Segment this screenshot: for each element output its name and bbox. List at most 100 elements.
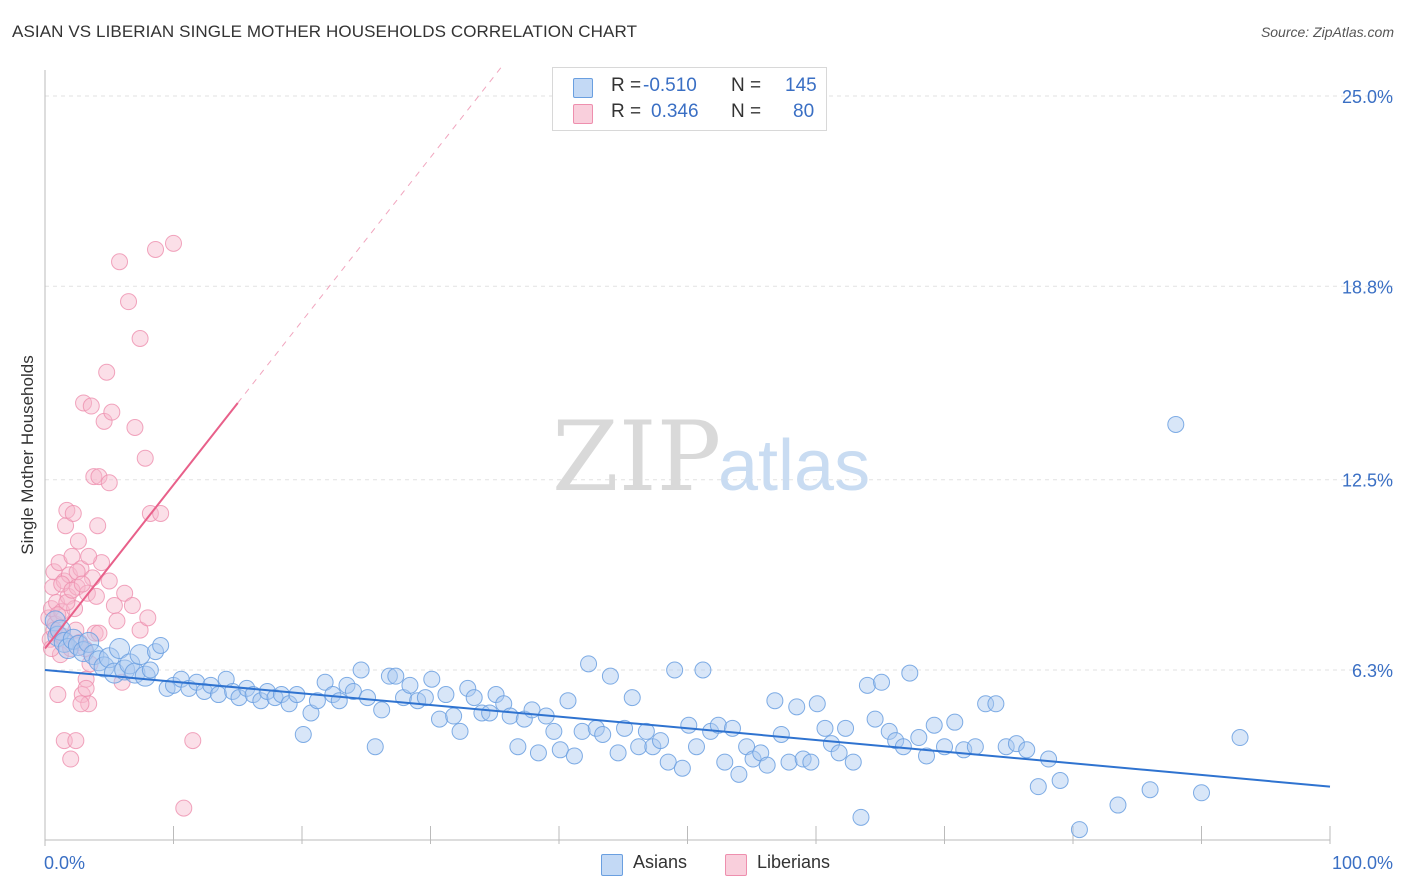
asian-point [459, 679, 477, 697]
liberians-trend-line [44, 402, 239, 650]
asian-point [1018, 741, 1036, 759]
asian-point [1109, 796, 1127, 814]
asian-point [772, 725, 790, 743]
liberian-point [53, 575, 71, 593]
liberian-point [67, 732, 85, 750]
asian-point [630, 738, 648, 756]
liberian-point [136, 449, 154, 467]
y-axis-label: Single Mother Households [18, 355, 37, 555]
asian-point [344, 682, 362, 700]
y-tick-label: 6.3% [1352, 661, 1393, 681]
liberians-points [40, 234, 202, 817]
asian-point [1141, 781, 1159, 799]
asian-point [387, 667, 405, 685]
x-tick-label: 100.0% [1332, 853, 1393, 873]
asian-point [565, 747, 583, 765]
liberian-point [63, 581, 81, 599]
legend-swatch-liberians [573, 104, 593, 124]
legend-n-value: 80 [793, 101, 815, 122]
legend-r-label: R = [611, 75, 642, 96]
asian-point [723, 719, 741, 737]
asian-point [659, 753, 677, 771]
asian-point [294, 725, 312, 743]
asian-point [1029, 778, 1047, 796]
liberian-point [77, 679, 95, 697]
asian-point [880, 722, 898, 740]
liberian-point [80, 547, 98, 565]
asian-point [1070, 821, 1088, 839]
liberian-point [100, 474, 118, 492]
asian-point [802, 753, 820, 771]
legend-n-label: N = [731, 75, 762, 96]
asian-point [866, 710, 884, 728]
asians-points [44, 415, 1249, 839]
asian-point [652, 732, 670, 750]
liberian-point [131, 329, 149, 347]
liberian-point [90, 468, 108, 486]
liberian-point [98, 363, 116, 381]
source-label: Source: ZipAtlas.com [1260, 24, 1394, 40]
asian-point [501, 707, 519, 725]
asian-point [1040, 750, 1058, 768]
liberian-point [131, 621, 149, 639]
asian-point [141, 661, 159, 679]
x-tick-label: 0.0% [44, 853, 85, 873]
trend-lines [44, 402, 1331, 788]
liberian-point [123, 597, 141, 615]
asian-point [730, 765, 748, 783]
asian-point [687, 738, 705, 756]
asian-point [252, 692, 270, 710]
asian-point [694, 661, 712, 679]
liberian-point [87, 587, 105, 605]
liberian-point [63, 547, 81, 565]
asian-point [580, 655, 598, 673]
legend-r-value: 0.346 [651, 101, 699, 122]
asian-point [758, 756, 776, 774]
asian-point [352, 661, 370, 679]
asian-point [430, 710, 448, 728]
asian-point [288, 686, 306, 704]
liberian-point [116, 584, 134, 602]
asian-point [837, 719, 855, 737]
asian-point [844, 753, 862, 771]
asian-point [601, 667, 619, 685]
asian-point [716, 753, 734, 771]
asian-point [152, 636, 170, 654]
asian-point [573, 722, 591, 740]
asian-point [987, 695, 1005, 713]
asian-point [316, 673, 334, 691]
y-tick-label: 25.0% [1342, 87, 1393, 107]
asian-point [545, 722, 563, 740]
asian-point [373, 701, 391, 719]
liberian-point [49, 686, 67, 704]
liberian-point [64, 504, 82, 522]
asian-point [830, 744, 848, 762]
liberian-point [184, 732, 202, 750]
liberian-point [152, 504, 170, 522]
grid-lines [45, 95, 1395, 671]
asian-point [925, 716, 943, 734]
asian-point [465, 689, 483, 707]
liberian-point [175, 799, 193, 817]
y-tick-label: 18.8% [1342, 277, 1393, 297]
legend-r-label: R = [611, 101, 642, 122]
watermark: ZIP atlas [552, 401, 870, 513]
watermark-zip: ZIP [552, 401, 721, 513]
asian-point [529, 744, 547, 762]
liberian-point [103, 403, 121, 421]
asian-point [637, 722, 655, 740]
liberian-point [89, 517, 107, 535]
asian-point [330, 692, 348, 710]
chart-title: ASIAN VS LIBERIAN SINGLE MOTHER HOUSEHOL… [12, 22, 638, 41]
legend-r-value: -0.510 [643, 75, 697, 96]
bottom-legend-label-asians: Asians [633, 852, 688, 872]
watermark-atlas: atlas [718, 426, 870, 506]
tick-labels: 6.3% 12.5% 18.8% 25.0% 0.0% 100.0% [44, 87, 1393, 873]
asian-point [623, 689, 641, 707]
y-tick-label: 12.5% [1342, 471, 1393, 491]
liberians-trend-dashed [237, 64, 504, 404]
liberian-point [126, 419, 144, 437]
asian-point [338, 676, 356, 694]
liberian-point [72, 695, 90, 713]
